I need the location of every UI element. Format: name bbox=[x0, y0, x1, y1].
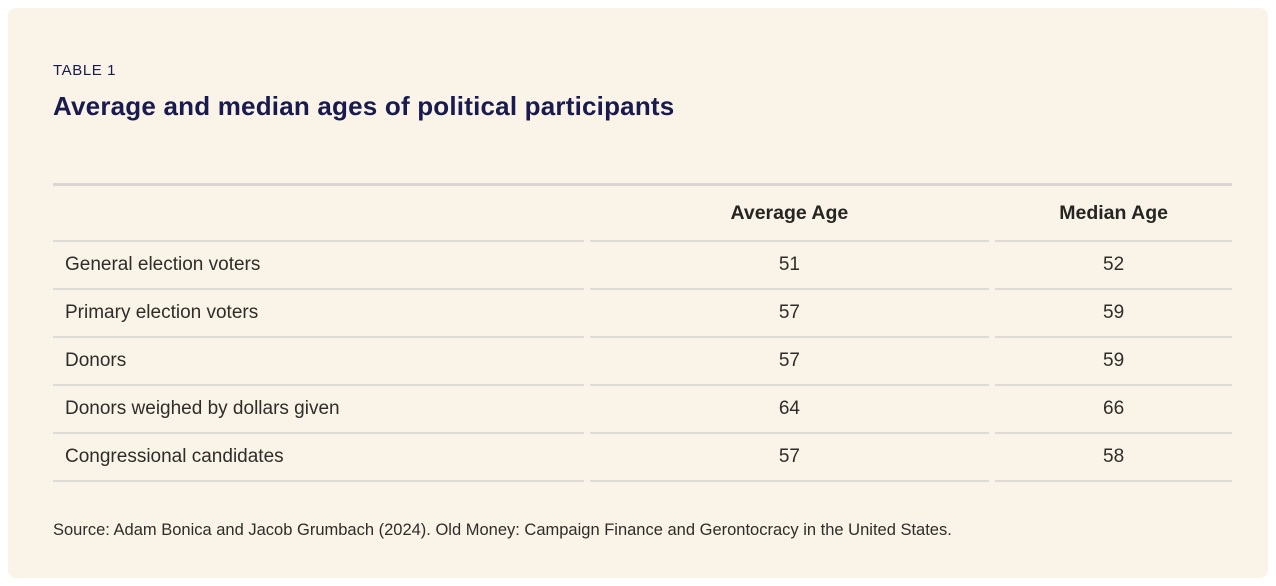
page-title: Average and median ages of political par… bbox=[53, 91, 675, 121]
row-label: Donors bbox=[53, 338, 584, 386]
row-average-age: 57 bbox=[589, 290, 990, 338]
table-row: Donors weighed by dollars given 64 66 bbox=[53, 386, 1232, 434]
table-row: General election voters 51 52 bbox=[53, 242, 1232, 290]
row-label: General election voters bbox=[53, 242, 584, 290]
table-header-row: Average Age Median Age bbox=[53, 186, 1232, 242]
table-row: Primary election voters 57 59 bbox=[53, 290, 1232, 338]
row-average-age: 57 bbox=[589, 338, 990, 386]
table-row: Congressional candidates 57 58 bbox=[53, 434, 1232, 482]
table-body: General election voters 51 52 Primary el… bbox=[53, 242, 1232, 482]
row-median-age: 58 bbox=[995, 434, 1232, 482]
row-median-age: 52 bbox=[995, 242, 1232, 290]
row-median-age: 59 bbox=[995, 338, 1232, 386]
ages-table: Average Age Median Age General election … bbox=[53, 183, 1232, 482]
header-cell-empty bbox=[53, 186, 584, 242]
source-note: Source: Adam Bonica and Jacob Grumbach (… bbox=[53, 521, 952, 539]
header-cell-median-age: Median Age bbox=[995, 186, 1232, 242]
row-average-age: 51 bbox=[589, 242, 990, 290]
row-median-age: 59 bbox=[995, 290, 1232, 338]
table-eyebrow: TABLE 1 bbox=[53, 62, 117, 79]
row-label: Primary election voters bbox=[53, 290, 584, 338]
row-label: Congressional candidates bbox=[53, 434, 584, 482]
row-average-age: 64 bbox=[589, 386, 990, 434]
table-card: TABLE 1 Average and median ages of polit… bbox=[8, 8, 1268, 578]
header-cell-average-age: Average Age bbox=[589, 186, 990, 242]
table-top-rule bbox=[53, 183, 1232, 186]
row-median-age: 66 bbox=[995, 386, 1232, 434]
row-average-age: 57 bbox=[589, 434, 990, 482]
table-row: Donors 57 59 bbox=[53, 338, 1232, 386]
row-label: Donors weighed by dollars given bbox=[53, 386, 584, 434]
